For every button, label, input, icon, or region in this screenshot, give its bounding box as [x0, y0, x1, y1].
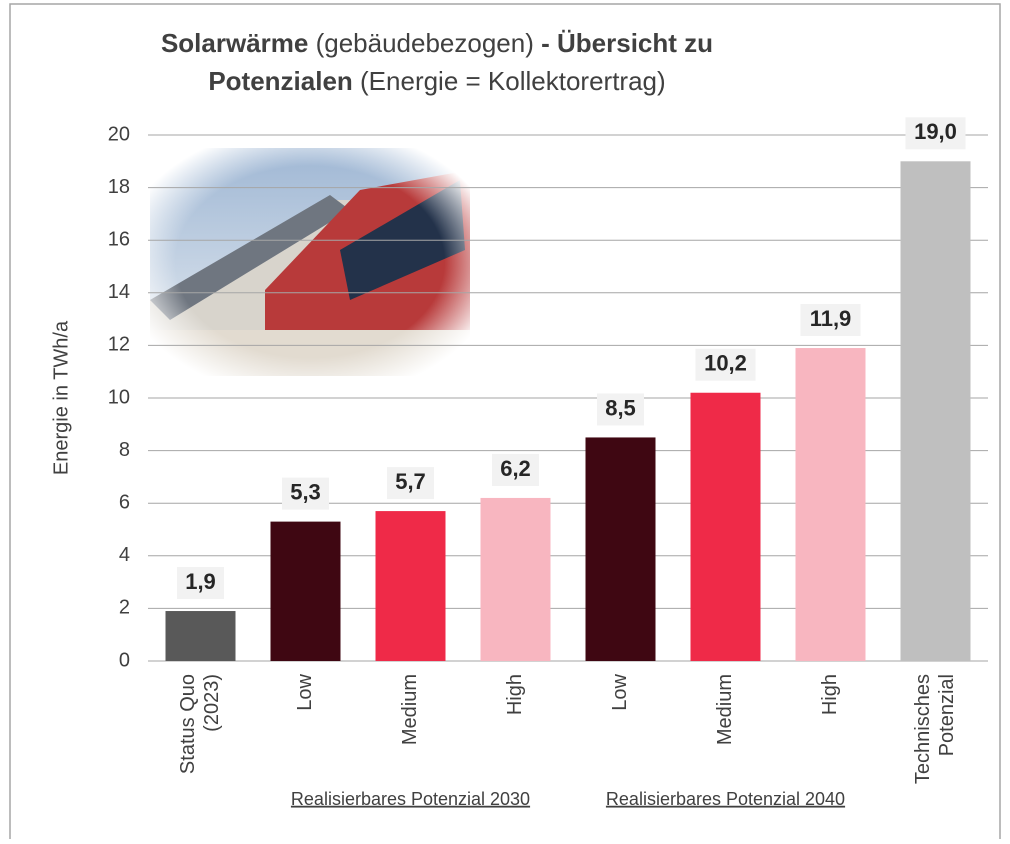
y-tick-label: 16: [108, 228, 130, 250]
y-tick-label: 10: [108, 386, 130, 408]
title-part: Solarwärme: [161, 28, 308, 58]
x-tick-label: High: [819, 674, 841, 715]
bar: [585, 437, 656, 661]
bar: [690, 392, 761, 661]
value-label: 11,9: [810, 306, 852, 331]
value-label-bg: [387, 467, 434, 500]
value-label-bg: [695, 348, 756, 381]
y-tick-label: 0: [119, 649, 130, 671]
x-tick-label: Status Quo: [177, 674, 199, 774]
x-tick-label: Medium: [714, 674, 736, 745]
x-tick-label: High: [504, 674, 526, 715]
photo: [150, 148, 470, 376]
value-label-bg: [597, 393, 644, 426]
group-label: Realisierbares Potenzial 2040: [606, 789, 845, 809]
title-part: Potenzialen: [208, 66, 352, 96]
x-tick-label: Low: [609, 673, 631, 710]
y-tick-label: 6: [119, 491, 130, 513]
chart-title: Solarwärme (gebäudebezogen) - Übersicht …: [161, 28, 713, 58]
value-label-bg: [282, 477, 329, 510]
x-tick-label: Low: [294, 673, 316, 710]
value-label: 1,9: [185, 569, 216, 594]
y-tick-label: 4: [119, 544, 130, 566]
y-axis-label: Energie in TWh/a: [50, 320, 72, 475]
chart-title: Potenzialen (Energie = Kollektorertrag): [208, 66, 665, 96]
y-tick-label: 12: [108, 334, 130, 356]
bar: [900, 161, 971, 662]
title-part: (Energie = Kollektorertrag): [353, 66, 666, 96]
value-label: 10,2: [704, 351, 747, 376]
x-tick-label: Technisches: [912, 674, 934, 784]
x-tick-label: Potenzial: [936, 674, 958, 756]
y-tick-label: 2: [119, 597, 130, 619]
y-tick-label: 18: [108, 176, 130, 198]
x-tick-label: (2023): [201, 674, 223, 732]
bar: [165, 611, 236, 661]
value-label-bg: [800, 304, 861, 337]
value-label: 5,7: [395, 469, 426, 494]
y-tick-label: 20: [108, 123, 130, 145]
title-part: (gebäudebezogen): [308, 28, 534, 58]
value-label: 6,2: [500, 456, 531, 481]
value-label: 19,0: [914, 119, 957, 144]
value-label: 8,5: [605, 395, 636, 420]
title-part: - Übersicht zu: [534, 28, 713, 58]
frame: [9, 3, 1001, 844]
y-tick-label: 14: [108, 281, 130, 303]
group-label: Realisierbares Potenzial 2030: [291, 789, 530, 809]
x-tick-label: Medium: [399, 674, 421, 745]
value-label-bg: [177, 567, 224, 600]
value-label-bg: [905, 117, 966, 150]
value-label: 5,3: [290, 479, 321, 504]
bar: [375, 511, 446, 661]
value-label-bg: [492, 453, 539, 486]
y-tick-label: 8: [119, 439, 130, 461]
bar: [795, 348, 866, 661]
bar: [270, 521, 341, 661]
bar: [480, 497, 551, 661]
